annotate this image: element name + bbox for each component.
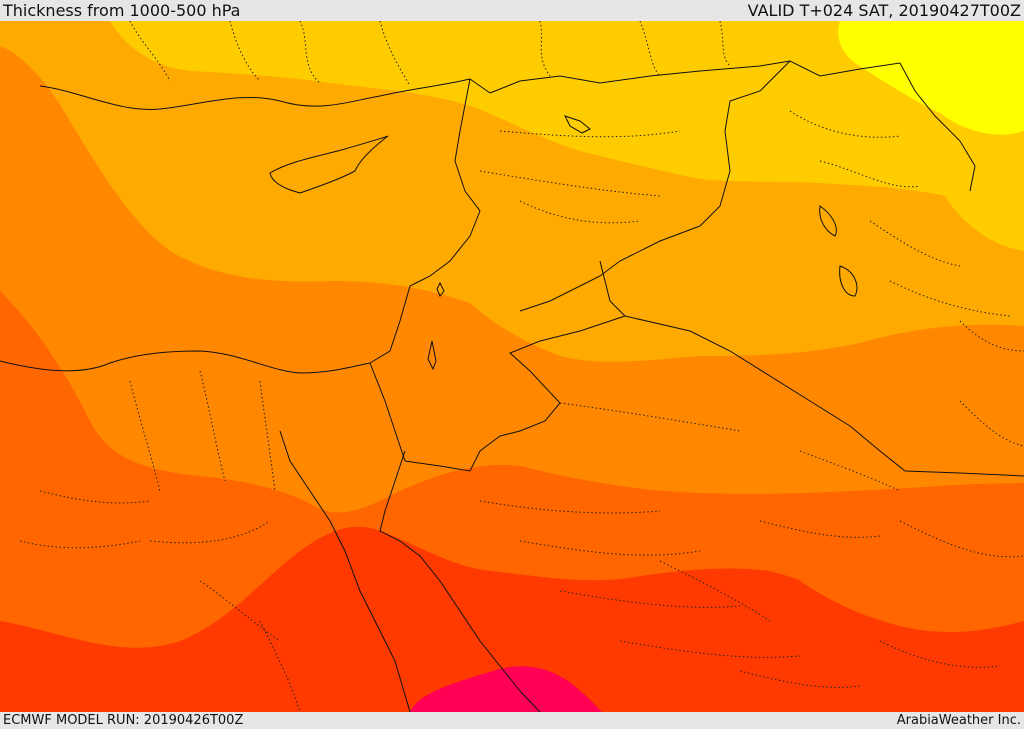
coastline-levant [369, 78, 481, 364]
model-run-label: ECMWF MODEL RUN: 20190426T00Z [3, 713, 244, 728]
band-crimson [410, 666, 602, 712]
coastline-dead-sea [427, 340, 437, 371]
coastline-cyprus [269, 135, 389, 194]
footer-bar: ECMWF MODEL RUN: 20190426T00Z ArabiaWeat… [0, 712, 1024, 729]
border-turkey-syria [489, 60, 976, 192]
credit-label: ArabiaWeather Inc. [896, 713, 1021, 728]
header-bar: Thickness from 1000-500 hPa VALID T+024 … [0, 0, 1024, 21]
coastline-tharthar [819, 205, 837, 237]
borders [369, 60, 1024, 477]
coastline-red-sea-east [379, 450, 541, 712]
coastline-galilee [436, 281, 445, 297]
band-gold [110, 21, 1024, 251]
coastline-red-sea-west [279, 430, 411, 712]
band-yellow [838, 21, 1024, 135]
map-title: Thickness from 1000-500 hPa [3, 1, 241, 20]
coastline-turkey [39, 78, 491, 110]
border-saudi-iraq [599, 260, 1024, 477]
band-dark-orange-pocket [800, 574, 1024, 633]
admin-boundaries [19, 21, 1024, 712]
coastlines [0, 78, 858, 712]
border-syria-iraq [699, 60, 791, 227]
border-jordan-saudi [404, 315, 626, 472]
coastline-razzaza [839, 265, 858, 297]
map-canvas [0, 21, 1024, 712]
border-egypt-sinai [369, 362, 406, 462]
coastline-egypt [0, 350, 371, 374]
valid-time-label: VALID T+024 SAT, 20190427T00Z [747, 1, 1021, 20]
thickness-map[interactable] [0, 21, 1024, 712]
coastline-lake-assad [564, 115, 591, 134]
band-red-orange [0, 526, 1024, 712]
border-jordan-iraq [519, 225, 701, 312]
